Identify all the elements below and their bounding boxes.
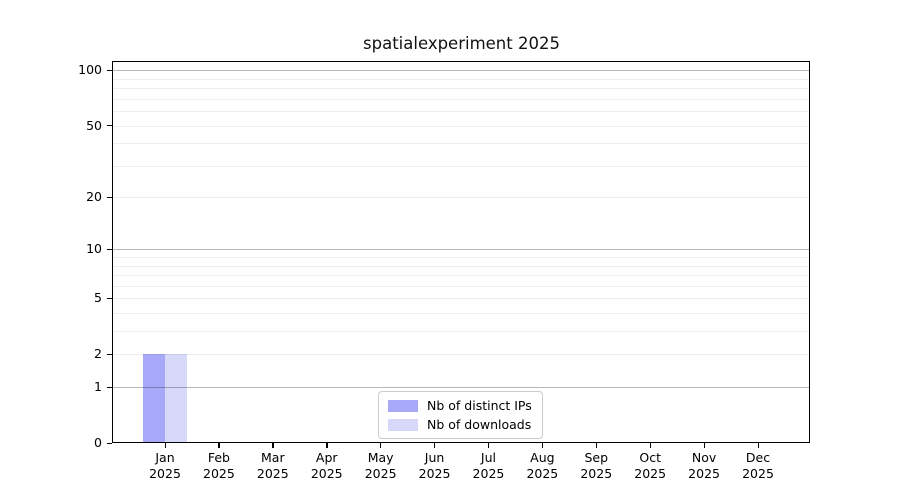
- x-tick-month: Aug: [530, 450, 555, 465]
- x-tick-year: 2025: [742, 465, 774, 481]
- gridline-minor: [113, 275, 810, 277]
- x-tick-label: Apr 2025: [299, 450, 355, 481]
- y-tick-mark: [107, 125, 112, 127]
- x-tick-month: Apr: [315, 450, 338, 465]
- x-tick-year: 2025: [149, 465, 181, 481]
- x-tick-mark: [164, 443, 166, 448]
- chart-title: spatialexperiment 2025: [363, 34, 560, 53]
- x-tick-mark: [757, 443, 759, 448]
- y-tick-label: 50: [86, 117, 102, 133]
- x-tick-label: Jan 2025: [137, 450, 193, 481]
- x-tick-mark: [380, 443, 382, 448]
- y-tick-mark: [107, 353, 112, 356]
- x-tick-mark: [326, 443, 328, 448]
- gridline-major: [113, 249, 810, 251]
- x-tick-label: May 2025: [353, 450, 409, 481]
- gridline-minor: [113, 197, 810, 199]
- x-tick-mark: [595, 443, 598, 448]
- legend-entry-distinct-ips: Nb of distinct IPs: [388, 398, 532, 413]
- x-tick-month: Sep: [584, 450, 609, 465]
- legend: Nb of distinct IPs Nb of downloads: [378, 391, 543, 439]
- gridline-minor: [113, 125, 810, 127]
- gridline-minor: [113, 165, 810, 167]
- x-tick-label: Dec 2025: [730, 450, 786, 481]
- legend-swatch-downloads: [388, 418, 418, 431]
- gridline-minor: [113, 285, 810, 287]
- x-tick-mark: [434, 443, 436, 448]
- x-tick-label: Oct 2025: [622, 450, 678, 481]
- x-tick-month: Jun: [424, 450, 445, 465]
- x-tick-month: Nov: [691, 450, 717, 465]
- bar-distinct-ips: [143, 354, 165, 443]
- x-tick-mark: [272, 443, 274, 448]
- x-tick-mark: [541, 443, 544, 448]
- x-tick-mark: [487, 443, 490, 448]
- x-tick-label: Feb 2025: [191, 450, 247, 481]
- y-tick-mark: [107, 297, 112, 300]
- y-tick-mark: [107, 69, 112, 72]
- x-tick-label: Nov 2025: [676, 450, 732, 481]
- y-tick-label: 10: [86, 241, 102, 257]
- x-tick-year: 2025: [526, 465, 559, 481]
- x-tick-mark: [218, 443, 220, 448]
- y-tick-mark: [107, 442, 112, 444]
- y-tick-label: 5: [94, 290, 102, 306]
- y-tick-mark: [107, 196, 112, 198]
- x-tick-year: 2025: [310, 465, 343, 481]
- y-tick-label: 2: [94, 346, 102, 362]
- x-tick-year: 2025: [580, 465, 613, 481]
- x-tick-label: Jul 2025: [460, 450, 516, 481]
- gridline-minor: [113, 88, 810, 90]
- x-tick-month: Feb: [207, 450, 230, 465]
- gridline-minor: [113, 111, 810, 113]
- x-tick-month: Dec: [745, 450, 771, 465]
- x-tick-month: May: [367, 450, 394, 465]
- gridline-major: [113, 387, 810, 389]
- legend-entry-downloads: Nb of downloads: [388, 417, 532, 432]
- legend-label-downloads: Nb of downloads: [427, 417, 532, 432]
- plot-frame: [112, 61, 810, 443]
- gridline-minor: [113, 354, 810, 356]
- x-tick-year: 2025: [634, 465, 667, 481]
- gridline-minor: [113, 78, 810, 80]
- x-tick-label: Mar 2025: [245, 450, 301, 481]
- x-tick-label: Jun 2025: [407, 450, 463, 481]
- x-tick-month: Jan: [155, 450, 175, 465]
- gridline-minor: [113, 331, 810, 333]
- x-tick-year: 2025: [256, 465, 289, 481]
- gridline-minor: [113, 143, 810, 145]
- legend-label-distinct-ips: Nb of distinct IPs: [427, 398, 532, 413]
- x-tick-year: 2025: [203, 465, 235, 481]
- y-tick-label: 100: [78, 62, 102, 78]
- x-tick-label: Aug 2025: [514, 450, 570, 481]
- y-tick-label: 1: [94, 379, 102, 395]
- gridline-minor: [113, 265, 810, 267]
- gridline-minor: [113, 298, 810, 300]
- x-tick-year: 2025: [364, 465, 397, 481]
- gridline-major: [113, 70, 810, 72]
- x-tick-month: Oct: [639, 450, 661, 465]
- x-tick-mark: [703, 443, 705, 448]
- x-tick-month: Jul: [480, 450, 496, 465]
- legend-swatch-distinct-ips: [388, 399, 418, 412]
- y-tick-label: 0: [94, 435, 102, 450]
- bar-downloads: [165, 354, 187, 443]
- y-tick-mark: [107, 248, 112, 251]
- gridline-minor: [113, 257, 810, 259]
- gridline-minor: [113, 98, 810, 100]
- y-tick-mark: [107, 386, 112, 388]
- y-tick-label: 20: [86, 189, 102, 205]
- x-tick-year: 2025: [472, 465, 505, 481]
- x-tick-year: 2025: [418, 465, 451, 481]
- x-tick-year: 2025: [688, 465, 720, 481]
- x-tick-mark: [649, 443, 651, 448]
- x-tick-month: Mar: [261, 450, 285, 465]
- gridline-minor: [113, 313, 810, 315]
- x-tick-label: Sep 2025: [568, 450, 624, 481]
